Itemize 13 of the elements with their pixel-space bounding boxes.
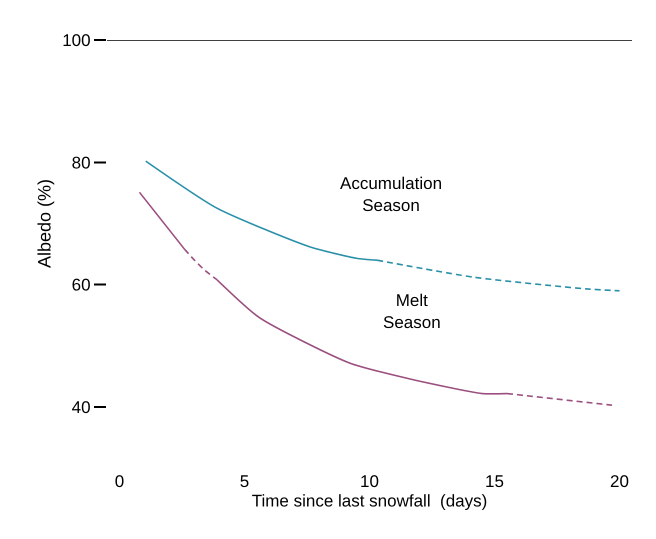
- y-axis-title: Albedo (%): [34, 178, 54, 268]
- x-axis-title: Time since last snowfall (days): [252, 491, 488, 510]
- x-tick-label: 0: [114, 472, 124, 491]
- annotation: Accumulation Season: [340, 174, 442, 216]
- x-tick-label: 5: [240, 472, 250, 491]
- y-tick-label: 40: [72, 398, 91, 417]
- y-tick-label: 80: [72, 153, 91, 172]
- y-tick-label: 100: [62, 30, 91, 50]
- x-tick-label: 15: [485, 472, 504, 491]
- y-tick-label: 60: [72, 276, 91, 295]
- annotation: Melt Season: [383, 291, 441, 332]
- x-tick-label: 20: [610, 472, 629, 491]
- x-tick-label: 10: [360, 472, 379, 491]
